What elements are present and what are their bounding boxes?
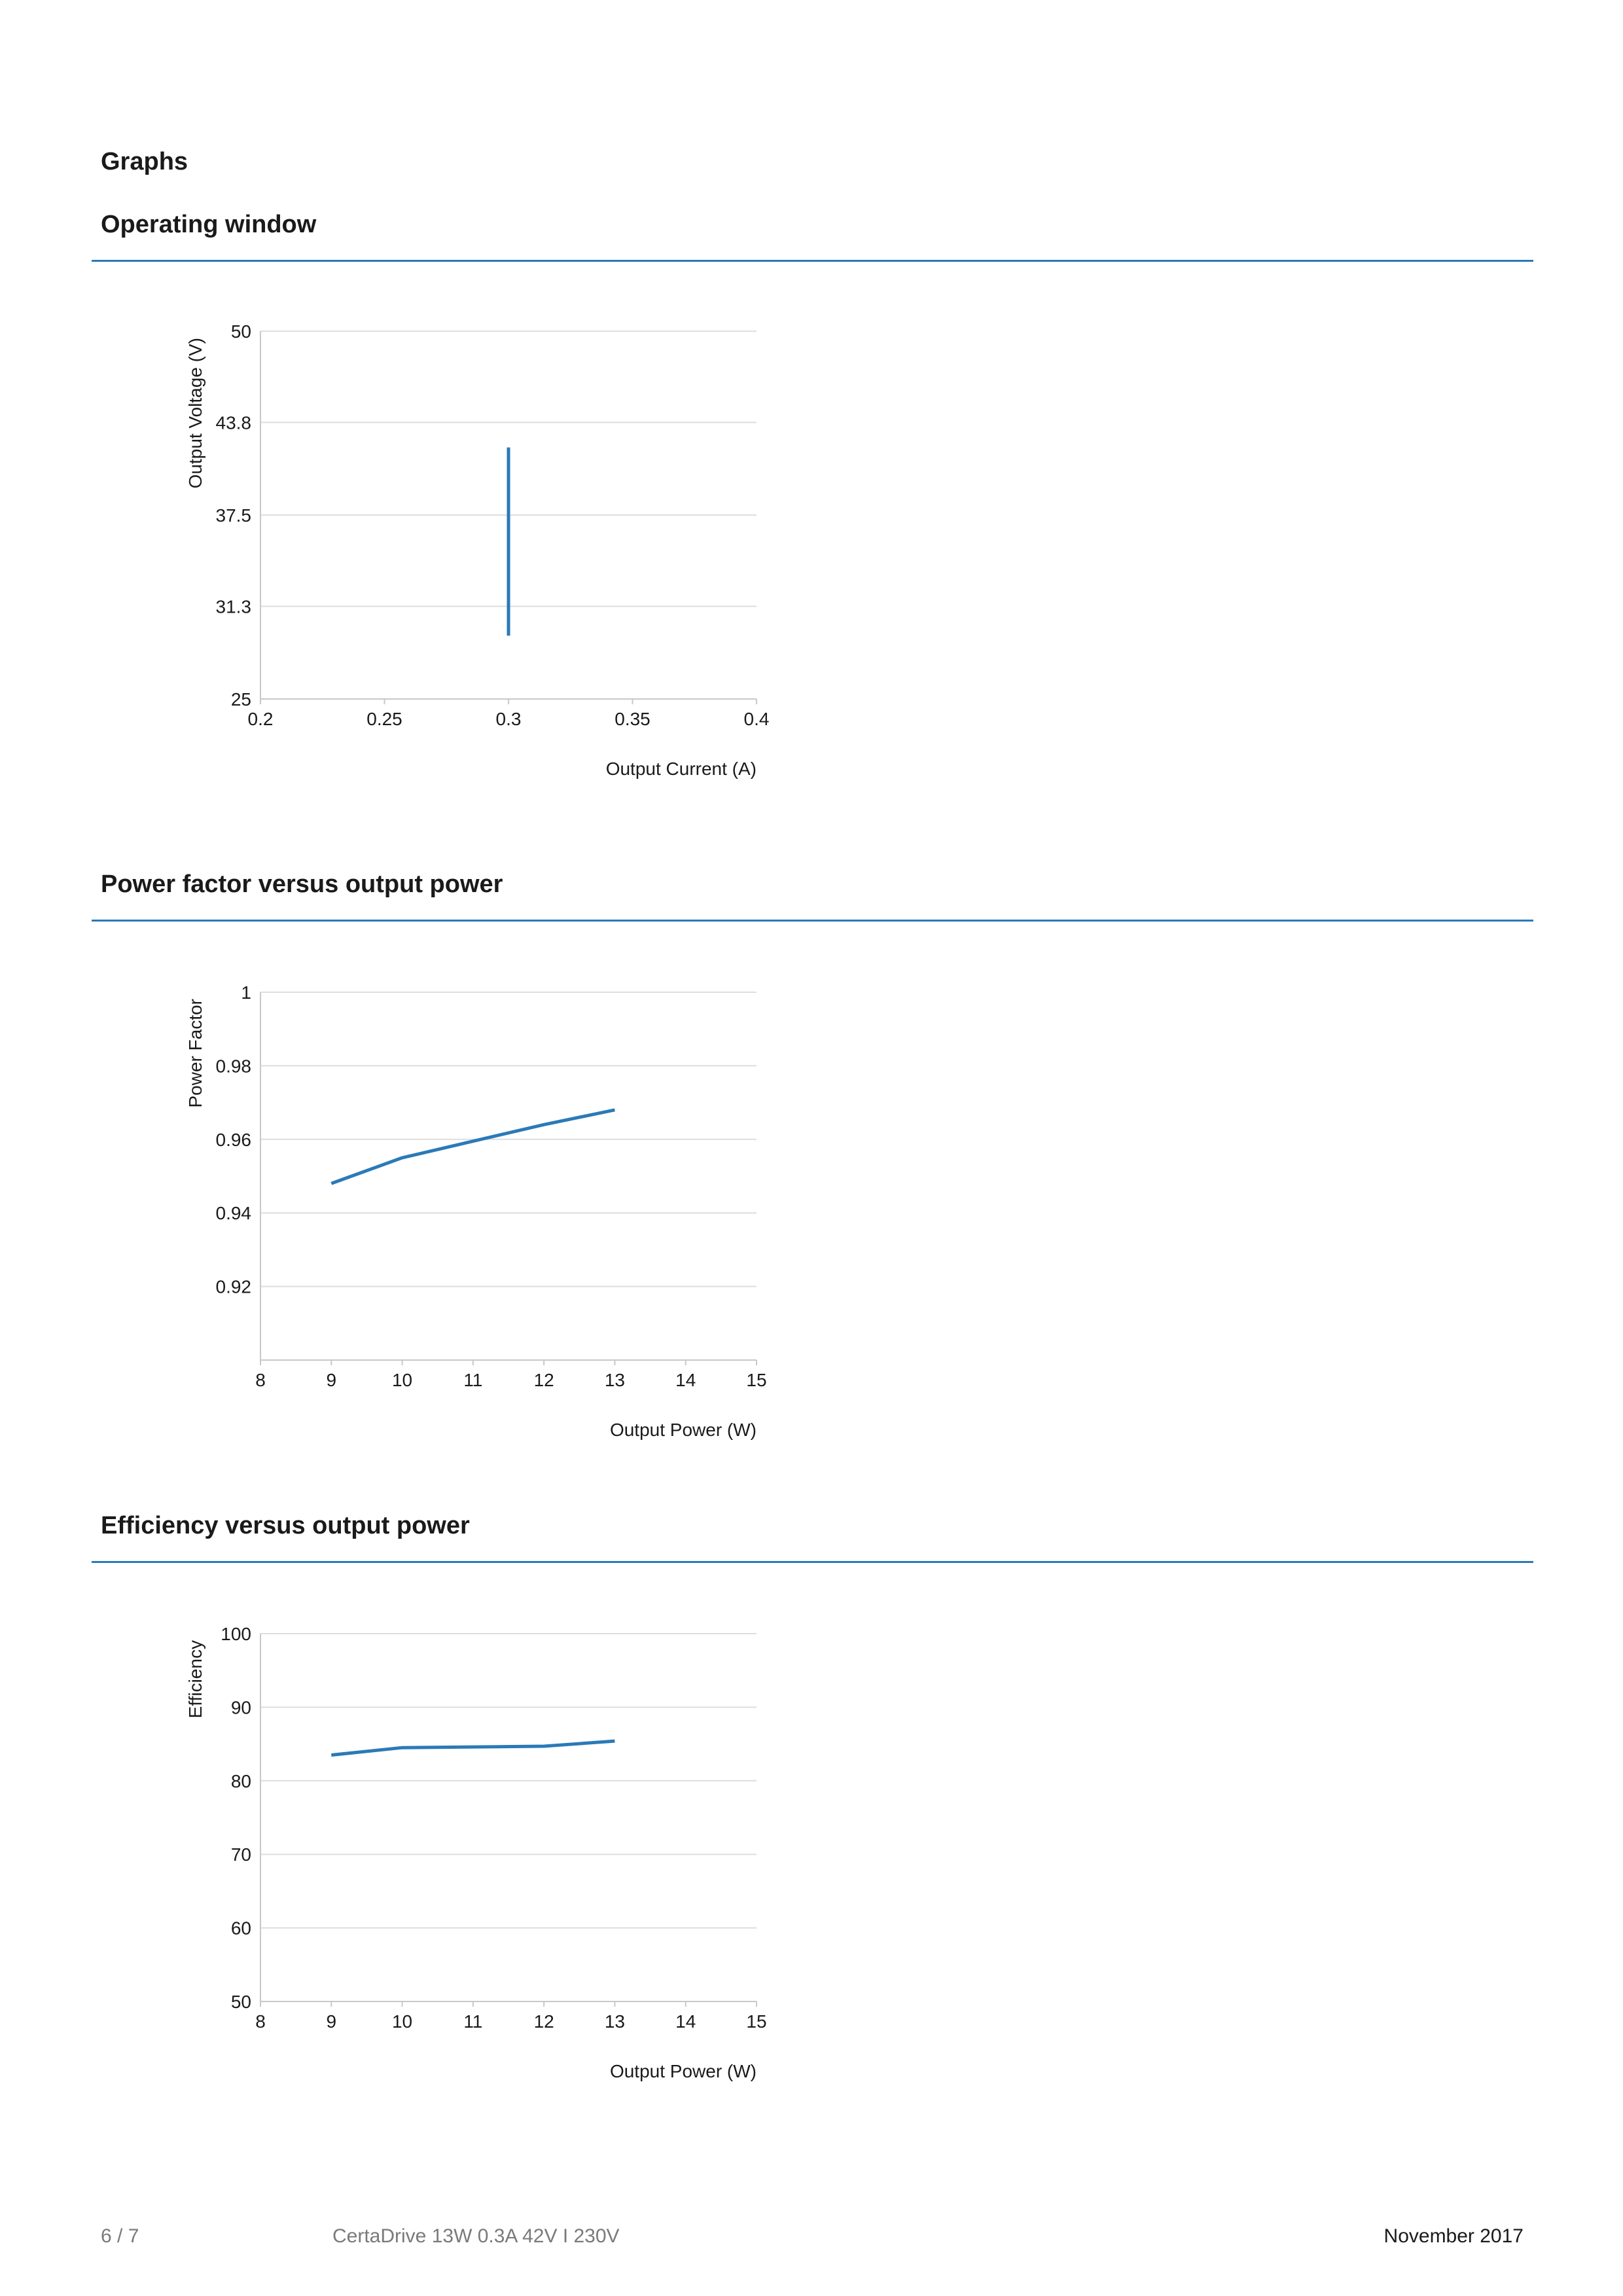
- y-tick-label: 60: [231, 1918, 251, 1939]
- section-title-operating-window: Operating window: [101, 211, 317, 238]
- x-tick-label: 12: [534, 2011, 554, 2032]
- power-factor-chart: 0.92 0.94 0.96 0.98 1 8 9 10 11 12 13 14 15 Output Po…: [185, 982, 767, 1440]
- series-line: [331, 1739, 615, 1757]
- section-title-power-factor: Power factor versus output power: [101, 870, 503, 898]
- x-tick-label: 0.2: [248, 709, 274, 729]
- y-tick-label: 70: [231, 1844, 251, 1865]
- x-tick-label: 9: [326, 2011, 336, 2032]
- x-tick-label: 9: [326, 1370, 336, 1390]
- x-axis-label: Output Current (A): [606, 759, 757, 779]
- x-axis-label: Output Power (W): [610, 2061, 757, 2081]
- y-axis-label: Power Factor: [185, 999, 205, 1108]
- x-tick-label: 13: [605, 2011, 625, 2032]
- x-axis-label: Output Power (W): [610, 1420, 757, 1440]
- y-tick-label: 50: [231, 321, 251, 342]
- x-tick-label: 12: [534, 1370, 554, 1390]
- x-tick-label: 15: [746, 2011, 766, 2032]
- y-tick-label: 0.98: [216, 1056, 252, 1076]
- y-tick-label: 25: [231, 689, 251, 709]
- footer-product-name: CertaDrive 13W 0.3A 42V I 230V: [332, 2225, 620, 2247]
- x-tick-label: 10: [392, 2011, 412, 2032]
- y-tick-label: 37.5: [216, 505, 252, 526]
- x-tick-label: 0.3: [496, 709, 522, 729]
- x-tick-label: 13: [605, 1370, 625, 1390]
- efficiency-chart: 50 60 70 80 90 100 8 9 10 11 12 13 14 15 Output Power …: [185, 1624, 767, 2081]
- y-tick-label: 1: [241, 982, 251, 1003]
- x-tick-label: 8: [255, 2011, 266, 2032]
- y-axis-label: Efficiency: [185, 1640, 205, 1718]
- y-tick-label: 0.94: [216, 1203, 252, 1223]
- operating-window-chart: 25 31.3 37.5 43.8 50 0.2 0.25 0.3 0.35 0.4 Output …: [185, 321, 770, 779]
- x-tick-label: 0.25: [366, 709, 402, 729]
- section-divider: [92, 260, 1533, 262]
- y-tick-label: 50: [231, 1992, 251, 2012]
- x-tick-label: 0.4: [744, 709, 770, 729]
- y-tick-label: 100: [221, 1624, 251, 1644]
- x-tick-label: 11: [463, 2011, 482, 2032]
- section-divider: [92, 1561, 1533, 1563]
- x-tick-label: 8: [255, 1370, 266, 1390]
- y-tick-label: 0.96: [216, 1130, 252, 1150]
- y-tick-label: 90: [231, 1697, 251, 1717]
- series-line: [330, 1108, 615, 1185]
- y-tick-label: 80: [231, 1771, 251, 1791]
- footer-date: November 2017: [1383, 2225, 1524, 2247]
- x-tick-label: 14: [675, 1370, 696, 1390]
- y-tick-label: 31.3: [216, 596, 252, 617]
- footer-page-number: 6 / 7: [101, 2225, 139, 2247]
- y-tick-label: 0.92: [216, 1277, 252, 1297]
- x-tick-label: 10: [392, 1370, 412, 1390]
- section-title-efficiency: Efficiency versus output power: [101, 1512, 470, 1539]
- x-tick-label: 14: [675, 2011, 696, 2032]
- section-divider: [92, 920, 1533, 922]
- y-tick-label: 43.8: [216, 412, 252, 433]
- y-axis-label: Output Voltage (V): [185, 338, 205, 488]
- x-tick-label: 11: [463, 1370, 482, 1390]
- x-tick-label: 0.35: [615, 709, 651, 729]
- x-tick-label: 15: [746, 1370, 766, 1390]
- page-heading: Graphs: [101, 148, 188, 175]
